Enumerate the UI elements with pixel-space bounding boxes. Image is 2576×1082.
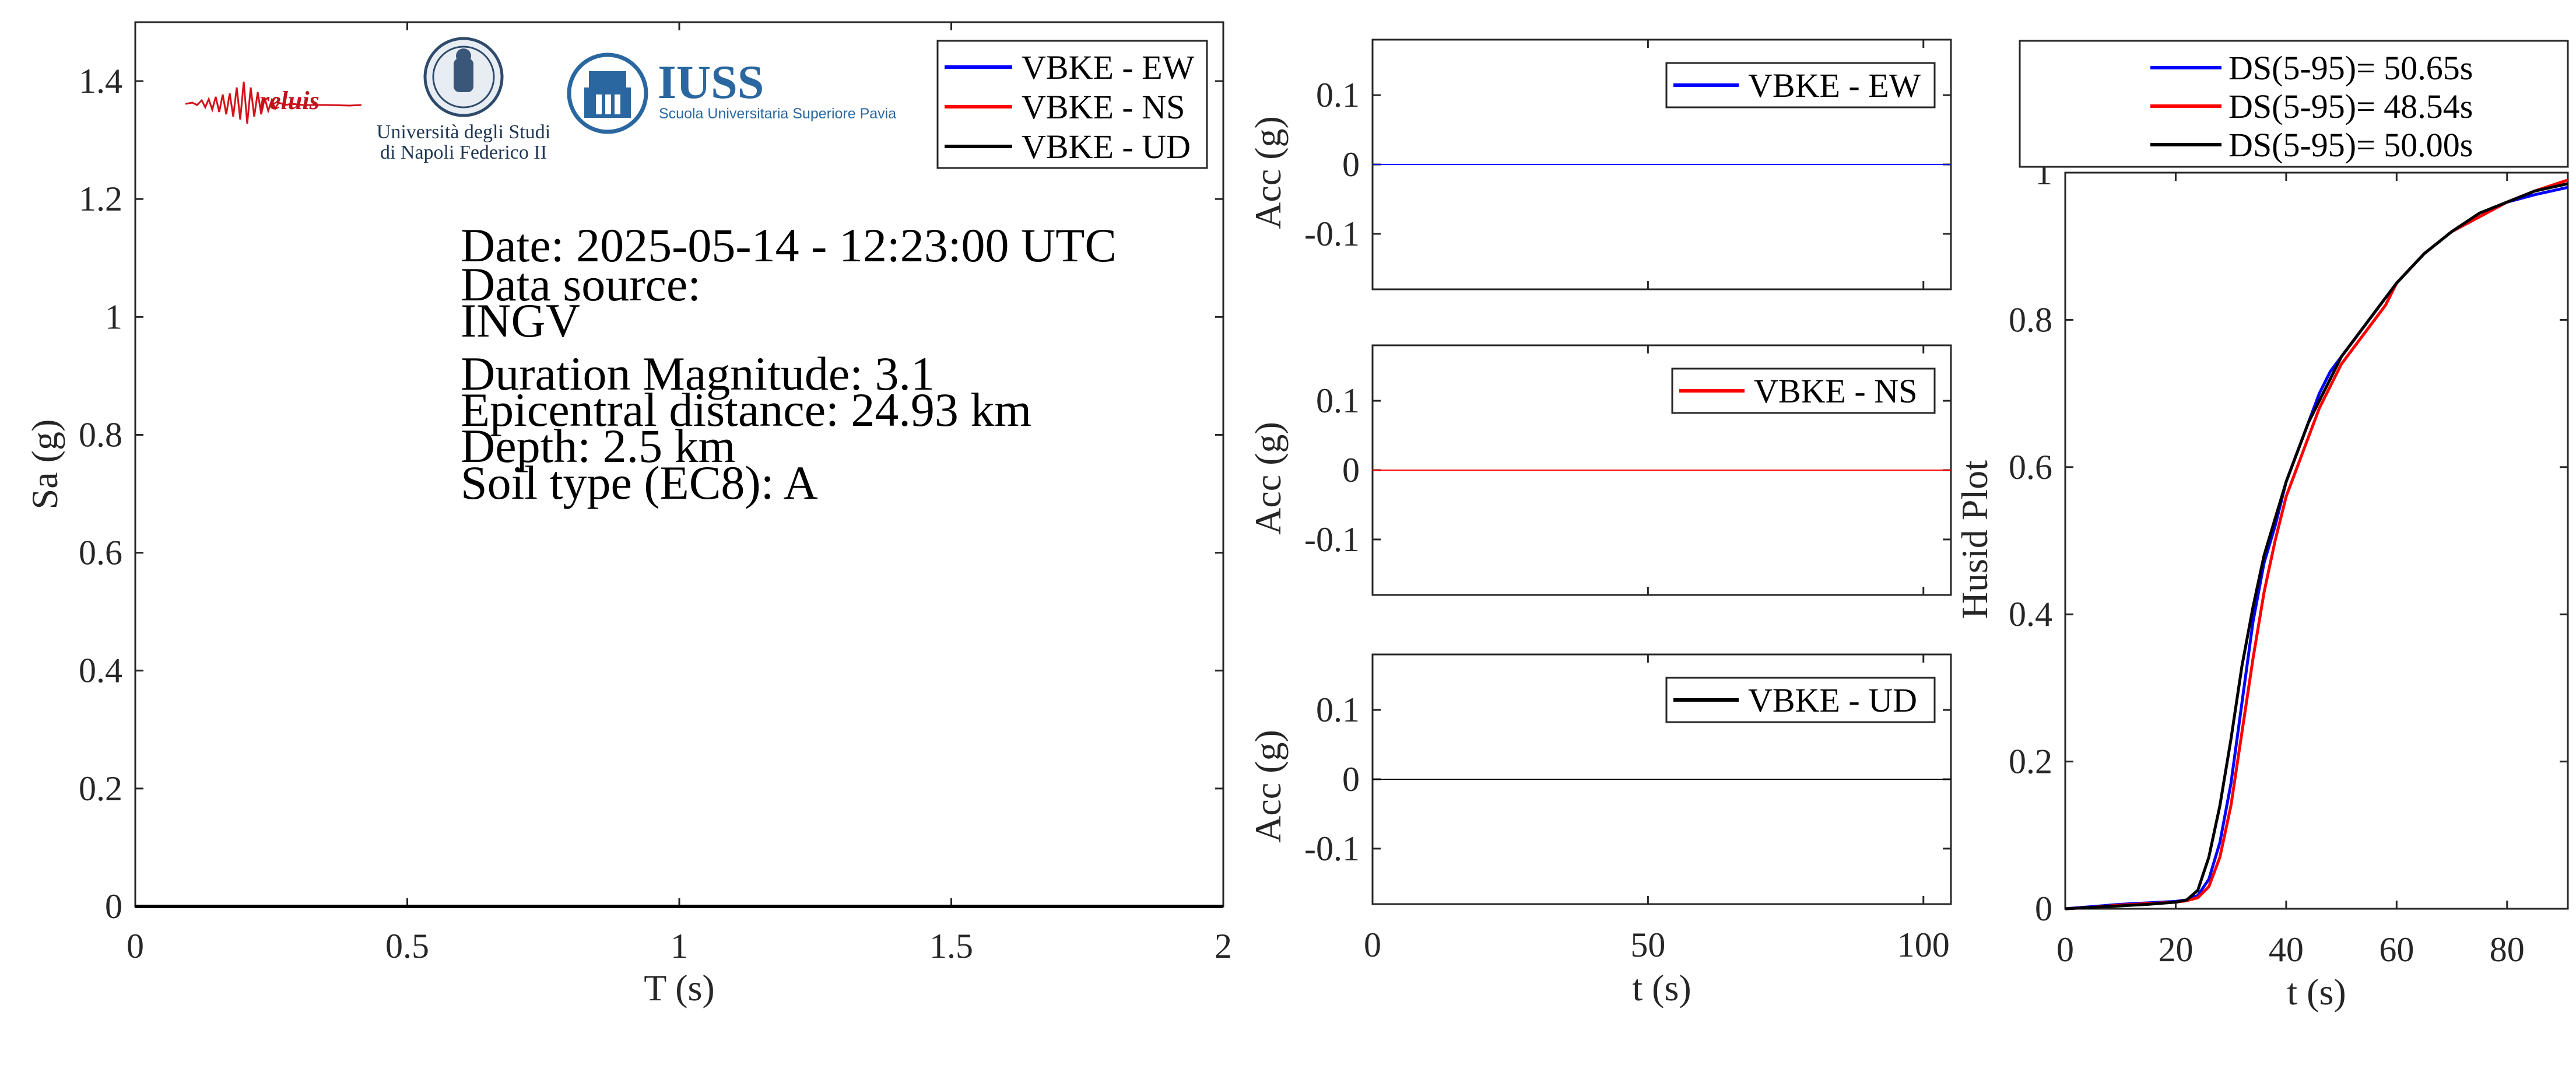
y-tick-label: 0 bbox=[1342, 451, 1360, 489]
x-tick-label: 1 bbox=[671, 927, 688, 965]
husid-y-axis-label: Husid Plot bbox=[1954, 460, 1995, 619]
legend-label: VBKE - EW bbox=[1748, 66, 1921, 104]
acc_ud-x-axis-label: t (s) bbox=[1632, 967, 1691, 1009]
iuss-logo-subtitle: Scuola Universitaria Superiore Pavia bbox=[659, 106, 896, 122]
info-magnitude: Duration Magnitude: 3.1 bbox=[461, 347, 935, 400]
x-tick-label: 2 bbox=[1215, 927, 1232, 965]
x-tick-label: 0 bbox=[1364, 926, 1381, 964]
unina-logo-line1: Università degli Studi bbox=[377, 121, 550, 143]
legend-label: DS(5-95)= 48.54s bbox=[2228, 87, 2473, 125]
y-tick-label: 0.2 bbox=[79, 769, 122, 808]
unina-logo-line2: di Napoli Federico II bbox=[380, 142, 547, 163]
acc_ns-y-axis-label: Acc (g) bbox=[1247, 422, 1289, 535]
x-tick-label: 60 bbox=[2379, 930, 2414, 969]
legend-label: VBKE - NS bbox=[1754, 372, 1917, 410]
acc-ew-axes: -0.1 0 0.1 Acc (g) VBKE - EW bbox=[1247, 38, 1952, 290]
y-tick-label: 0.6 bbox=[2009, 448, 2052, 486]
unina-logo: Università degli Studi di Napoli Federic… bbox=[377, 37, 550, 163]
x-tick-label: 0.5 bbox=[385, 927, 429, 965]
legend-label: VBKE - NS bbox=[1022, 88, 1185, 126]
y-tick-label: 0 bbox=[105, 887, 122, 926]
info-epicentral-distance: Epicentral distance: 24.93 km bbox=[461, 383, 1031, 436]
husid-series-line-2 bbox=[2065, 182, 2568, 911]
acc-ns-axes: -0.1 0 0.1 Acc (g) VBKE - NS bbox=[1247, 344, 1952, 596]
info-data-source: INGV bbox=[461, 294, 580, 347]
y-tick-label: 0 bbox=[2035, 890, 2052, 928]
x-tick-label: 40 bbox=[2269, 930, 2304, 969]
y-tick-label: 1.2 bbox=[79, 180, 122, 218]
spectrum-axes: 0 0.2 0.4 0.6 0.8 1 1.2 1.4 0 0.5 1 1.5 2 T (s) Sa (g)… bbox=[24, 21, 1232, 1009]
y-tick-label: 1.4 bbox=[79, 62, 122, 100]
y-tick-label: -0.1 bbox=[1304, 520, 1360, 559]
husid-legend bbox=[2019, 40, 2569, 168]
legend-label: VBKE - UD bbox=[1022, 128, 1191, 166]
y-tick-label: 0.1 bbox=[1316, 381, 1360, 420]
legend-label: DS(5-95)= 50.00s bbox=[2228, 126, 2473, 164]
info-date: Date: 2025-05-14 - 12:23:00 UTC bbox=[461, 219, 1117, 272]
x-tick-label: 100 bbox=[1897, 926, 1950, 964]
x-tick-label: 20 bbox=[2158, 930, 2193, 969]
info-data-source-label: Data source: bbox=[461, 258, 701, 311]
spectrum-legend bbox=[936, 40, 1208, 169]
x-tick-label: 0 bbox=[127, 927, 144, 965]
iuss-logo: IUSS Scuola Universitaria Superiore Pavi… bbox=[567, 52, 896, 134]
legend-label: DS(5-95)= 50.65s bbox=[2228, 49, 2473, 87]
y-tick-label: -0.1 bbox=[1304, 829, 1360, 868]
y-tick-label: -0.1 bbox=[1304, 215, 1360, 253]
y-tick-label: 0.8 bbox=[2009, 300, 2052, 339]
y-tick-label: 0 bbox=[1342, 145, 1360, 184]
husid-axes: 00.20.40.60.810 20 40 60 80t (s)Husid PlotDS… bbox=[1954, 40, 2569, 1013]
y-tick-label: 0.1 bbox=[1316, 76, 1360, 114]
y-tick-label: 0.4 bbox=[79, 652, 122, 690]
spectrum-x-axis-label: T (s) bbox=[644, 967, 714, 1009]
x-tick-label: 1.5 bbox=[929, 927, 973, 965]
info-depth: Depth: 2.5 km bbox=[461, 419, 735, 472]
y-tick-label: 0 bbox=[1342, 760, 1360, 799]
spectrum-plot-area bbox=[134, 21, 1224, 908]
husid-plot-area bbox=[2064, 171, 2569, 910]
reluis-logo: reluis bbox=[185, 81, 362, 124]
y-tick-label: 0.4 bbox=[2009, 595, 2052, 633]
legend-label: VBKE - EW bbox=[1022, 48, 1195, 86]
y-tick-label: 0.2 bbox=[2009, 743, 2052, 781]
reluis-seismogram-icon bbox=[185, 81, 362, 124]
x-tick-label: 80 bbox=[2490, 930, 2525, 969]
acc_ew-y-axis-label: Acc (g) bbox=[1247, 116, 1289, 229]
reluis-logo-text: reluis bbox=[259, 86, 320, 115]
x-tick-label: 0 bbox=[2056, 930, 2074, 969]
legend-label: VBKE - UD bbox=[1748, 681, 1917, 719]
y-tick-label: 0.8 bbox=[79, 415, 122, 454]
acc-ud-axes: -0.1 0 0.1 0 50 100 t (s) Acc (g) VBKE - UD bbox=[1247, 653, 1952, 1009]
info-soil-type: Soil type (EC8): A bbox=[461, 456, 818, 509]
x-tick-label: 50 bbox=[1630, 926, 1665, 964]
y-tick-label: 0.6 bbox=[79, 534, 122, 572]
husid-x-axis-label: t (s) bbox=[2287, 971, 2346, 1013]
y-tick-label: 0.1 bbox=[1316, 691, 1360, 729]
acc_ud-y-axis-label: Acc (g) bbox=[1247, 730, 1289, 843]
y-tick-label: 1 bbox=[105, 297, 122, 336]
event-info-block: Date: 2025-05-14 - 12:23:00 UTC Data sou… bbox=[461, 219, 1117, 509]
iuss-logo-text: IUSS bbox=[658, 55, 764, 108]
spectrum-y-axis-label: Sa (g) bbox=[24, 419, 65, 510]
